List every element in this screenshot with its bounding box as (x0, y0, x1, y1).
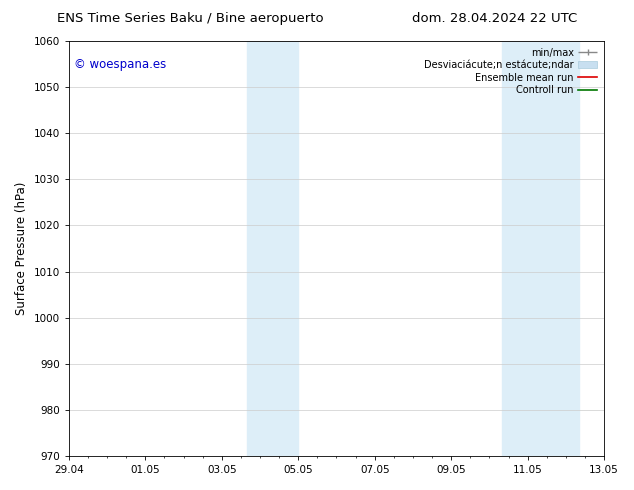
Bar (502, 41, 527, 456)
Text: dom. 28.04.2024 22 UTC: dom. 28.04.2024 22 UTC (412, 12, 577, 25)
Legend: min/max, Desviaciácute;n estácute;ndar, Ensemble mean run, Controll run: min/max, Desviaciácute;n estácute;ndar, … (422, 46, 599, 97)
Bar (527, 41, 578, 456)
Text: ENS Time Series Baku / Bine aeropuerto: ENS Time Series Baku / Bine aeropuerto (57, 12, 323, 25)
Bar (247, 41, 298, 456)
Y-axis label: Surface Pressure (hPa): Surface Pressure (hPa) (15, 182, 28, 315)
Text: © woespana.es: © woespana.es (74, 58, 167, 71)
